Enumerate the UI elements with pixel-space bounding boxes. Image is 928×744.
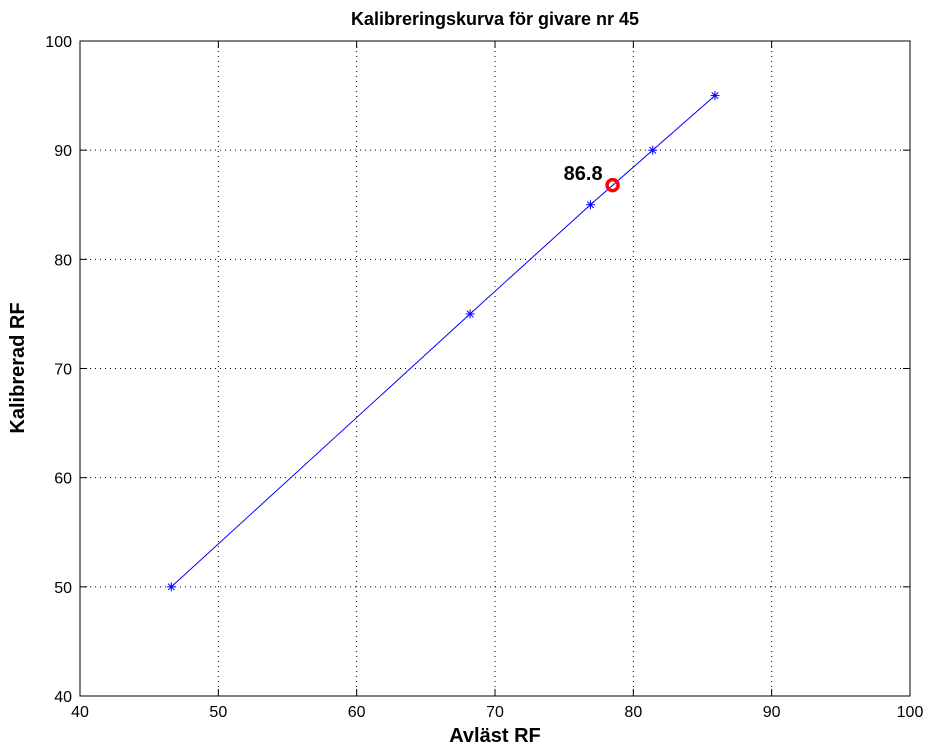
y-axis-label: Kalibrerad RF bbox=[7, 302, 29, 433]
x-tick-label: 70 bbox=[486, 704, 504, 721]
y-tick-label: 70 bbox=[54, 362, 72, 379]
data-point-marker bbox=[585, 200, 595, 210]
data-point-marker bbox=[465, 309, 475, 319]
grid bbox=[80, 41, 910, 696]
x-tick-label: 60 bbox=[348, 704, 366, 721]
data-point-marker bbox=[710, 91, 720, 101]
y-tick-label: 100 bbox=[45, 34, 72, 51]
x-tick-labels: 40 50 60 70 80 90 100 bbox=[71, 704, 923, 721]
y-tick-label: 80 bbox=[54, 252, 72, 269]
x-tick-label: 40 bbox=[71, 704, 89, 721]
x-tick-label: 80 bbox=[624, 704, 642, 721]
y-tick-label: 40 bbox=[54, 689, 72, 706]
y-tick-label: 50 bbox=[54, 580, 72, 597]
x-axis-label: Avläst RF bbox=[449, 725, 541, 744]
y-tick-label: 60 bbox=[54, 471, 72, 488]
y-tick-labels: 40 50 60 70 80 90 100 bbox=[45, 34, 72, 706]
highlight-point: 86.8 bbox=[564, 163, 620, 193]
x-tick-label: 50 bbox=[209, 704, 227, 721]
axis-ticks bbox=[79, 40, 911, 697]
x-tick-label: 90 bbox=[763, 704, 781, 721]
highlight-marker bbox=[605, 177, 620, 193]
data-point-marker bbox=[648, 145, 658, 155]
x-tick-label: 100 bbox=[897, 704, 924, 721]
y-tick-label: 90 bbox=[54, 143, 72, 160]
highlight-value-label: 86.8 bbox=[564, 163, 603, 185]
data-series bbox=[166, 91, 720, 592]
chart-title: Kalibreringskurva för givare nr 45 bbox=[351, 9, 639, 29]
data-point-marker bbox=[166, 582, 176, 592]
